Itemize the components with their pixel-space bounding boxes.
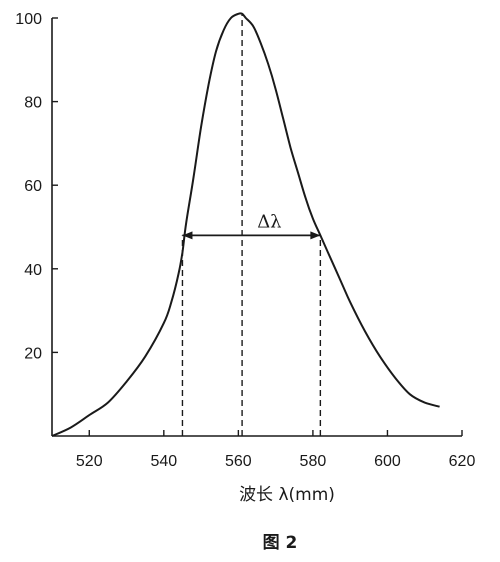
delta-lambda-label: Δλ	[257, 211, 281, 232]
series-line	[51, 12, 440, 437]
x-tick-label: 620	[449, 453, 476, 470]
x-axis-label: 波长 λ(mm)	[239, 485, 335, 505]
x-tick-label: 560	[225, 453, 252, 470]
y-tick-label: 80	[24, 95, 42, 112]
x-tick-label: 580	[300, 453, 327, 470]
y-tick-label: 60	[24, 178, 42, 195]
x-tick-label: 540	[150, 453, 177, 470]
arrowhead-left-icon	[182, 231, 193, 240]
y-tick-label: 20	[24, 345, 42, 362]
y-tick-label: 100	[15, 11, 42, 28]
x-tick-label: 520	[76, 453, 103, 470]
x-ticks: 520 540 560 580 600 620	[76, 430, 476, 470]
arrowhead-right-icon	[310, 231, 321, 240]
y-tick-label: 40	[24, 262, 42, 279]
fwhm-annotation: Δλ	[182, 211, 321, 240]
figure-caption: 图 2	[263, 533, 298, 553]
x-tick-label: 600	[374, 453, 401, 470]
dashed-guides	[181, 13, 322, 436]
y-ticks: 20 40 60 80 100	[15, 11, 58, 362]
axes	[51, 18, 462, 437]
